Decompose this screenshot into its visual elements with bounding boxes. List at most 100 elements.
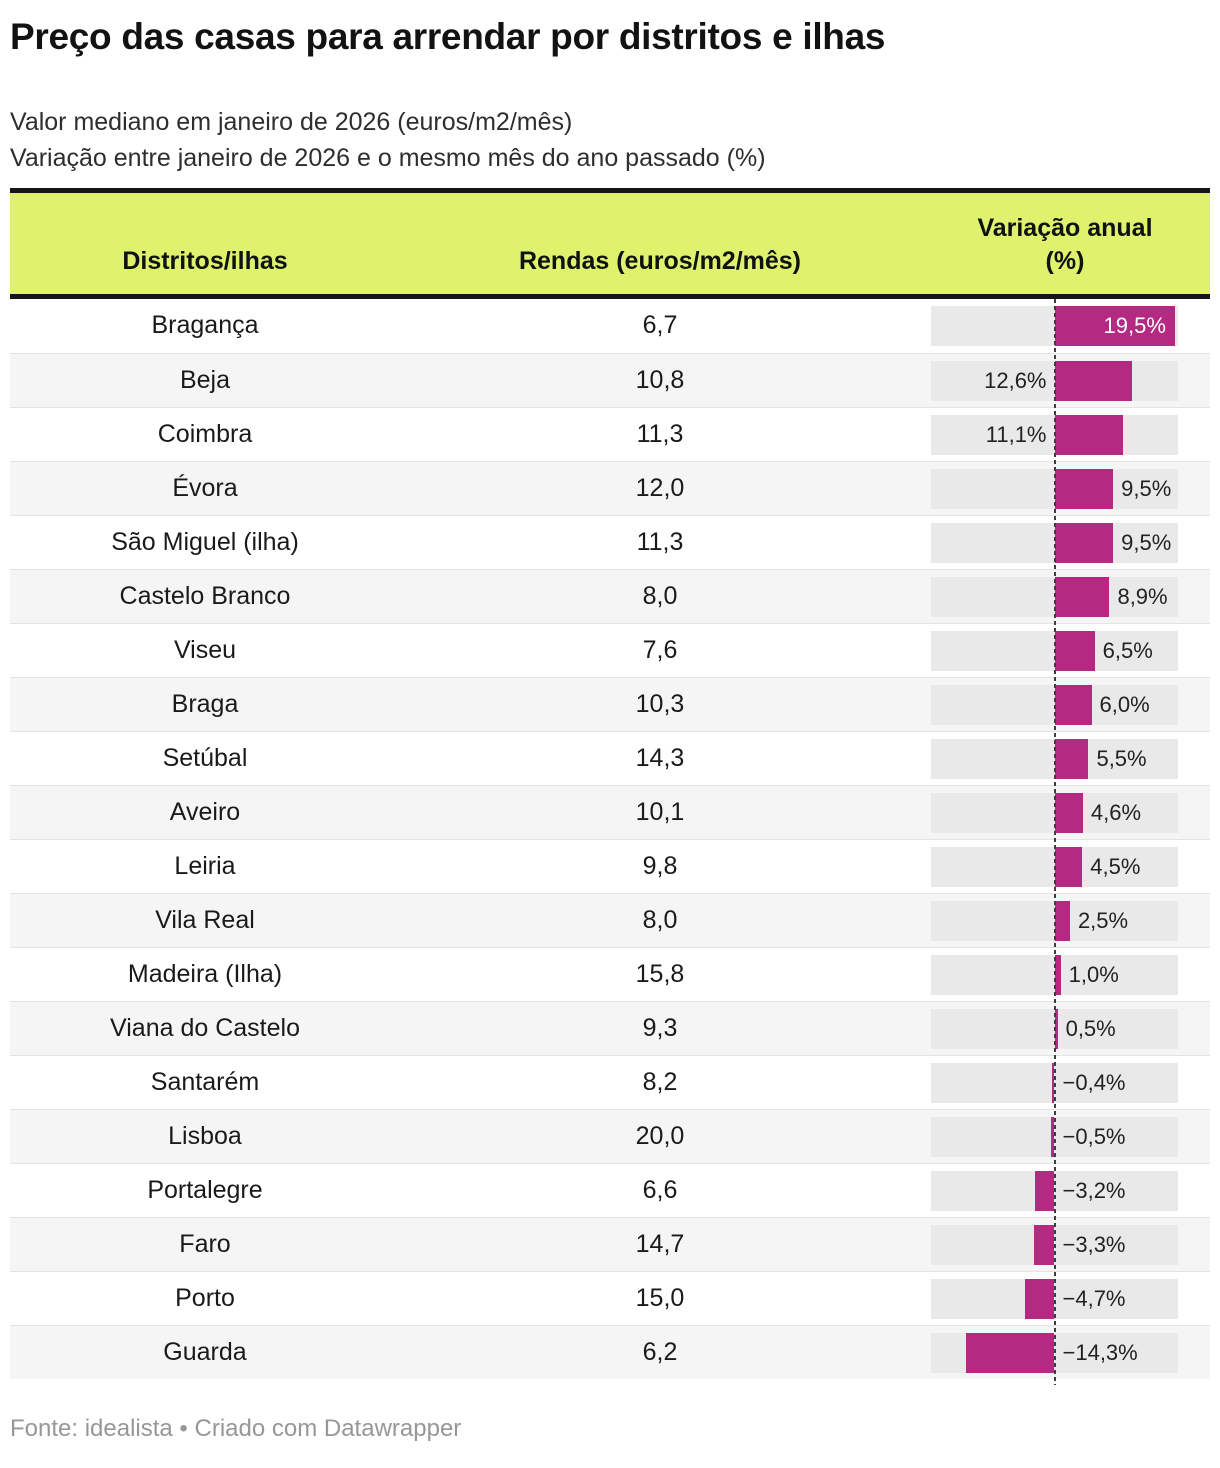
table-row: Viseu 7,6 6,5% — [10, 623, 1210, 677]
bar-track: 9,5% — [931, 523, 1178, 563]
district-name: Leiria — [174, 852, 236, 880]
table-row: Beja 10,8 12,6% — [10, 353, 1210, 407]
page-title: Preço das casas para arrendar por distri… — [10, 16, 886, 57]
table-row: São Miguel (ilha) 11,3 9,5% — [10, 515, 1210, 569]
variation-cell: −3,3% — [920, 1218, 1210, 1271]
bar-track: 12,6% — [931, 361, 1178, 401]
bar-track: −0,5% — [931, 1117, 1178, 1157]
variation-cell: 0,5% — [920, 1002, 1210, 1055]
variation-bar — [1054, 577, 1110, 617]
district-name: Santarém — [150, 1068, 260, 1096]
subtitle-line-2: Variação entre janeiro de 2026 e o mesmo… — [10, 144, 766, 172]
variation-bar — [1054, 631, 1095, 671]
district-name: Aveiro — [169, 798, 241, 826]
variation-cell: 11,1% — [920, 408, 1210, 461]
bar-track: −4,7% — [931, 1279, 1178, 1319]
variation-cell: 9,5% — [920, 462, 1210, 515]
variation-label: 4,5% — [1090, 854, 1141, 879]
table-row: Aveiro 10,1 4,6% — [10, 785, 1210, 839]
bar-track: 6,0% — [931, 685, 1178, 725]
table-row: Viana do Castelo 9,3 0,5% — [10, 1001, 1210, 1055]
district-name: Beja — [179, 366, 231, 394]
variation-label: 2,5% — [1077, 908, 1129, 933]
renda-value: 14,7 — [635, 1230, 685, 1258]
variation-cell: 6,5% — [920, 624, 1210, 677]
variation-bar — [1054, 685, 1092, 725]
variation-bar — [1054, 739, 1089, 779]
source-attribution: Fonte: idealista • Criado com Datawrappe… — [10, 1415, 462, 1442]
renda-value: 7,6 — [642, 636, 678, 664]
bar-track: 5,5% — [931, 739, 1178, 779]
renda-value: 20,0 — [635, 1122, 685, 1150]
bar-track: 6,5% — [931, 631, 1178, 671]
bar-track: −3,2% — [931, 1171, 1178, 1211]
bar-track: −14,3% — [931, 1333, 1178, 1373]
variation-cell: 6,0% — [920, 678, 1210, 731]
variation-label: 8,9% — [1117, 584, 1168, 609]
column-header-rendas: Rendas (euros/m2/mês) — [518, 247, 802, 275]
variation-cell: −4,7% — [920, 1272, 1210, 1325]
renda-value: 9,3 — [642, 1014, 678, 1042]
renda-value: 15,8 — [635, 960, 685, 988]
variation-label: −3,3% — [1062, 1232, 1126, 1257]
district-name: Castelo Branco — [119, 582, 291, 610]
variation-cell: 5,5% — [920, 732, 1210, 785]
variation-cell: −3,2% — [920, 1164, 1210, 1217]
variation-bar — [1051, 1117, 1055, 1157]
variation-cell: 19,5% — [920, 299, 1210, 353]
district-name: Viseu — [173, 636, 237, 664]
variation-label: 4,6% — [1090, 800, 1142, 825]
renda-value: 15,0 — [635, 1284, 685, 1312]
bar-track: −3,3% — [931, 1225, 1178, 1265]
bar-track: 2,5% — [931, 901, 1178, 941]
column-header-variacao-line1: Variação anual — [977, 214, 1153, 242]
table-row: Leiria 9,8 4,5% — [10, 839, 1210, 893]
district-name: Lisboa — [168, 1122, 242, 1150]
table-header-row: Distritos/ilhas Rendas (euros/m2/mês) Va… — [10, 188, 1210, 299]
district-name: Braga — [171, 690, 239, 718]
district-name: Guarda — [163, 1338, 247, 1366]
district-name: Vila Real — [155, 906, 255, 934]
district-name: São Miguel (ilha) — [111, 528, 299, 556]
variation-bar — [1054, 1009, 1058, 1049]
variation-label: −0,5% — [1062, 1124, 1126, 1149]
table-row: Porto 15,0 −4,7% — [10, 1271, 1210, 1325]
district-name: Madeira (Ilha) — [127, 960, 283, 988]
renda-value: 12,0 — [635, 474, 685, 502]
variation-label: 0,5% — [1065, 1016, 1116, 1041]
variation-label: −3,2% — [1062, 1178, 1126, 1203]
variation-bar — [1054, 955, 1061, 995]
district-name: Évora — [172, 474, 238, 502]
table-body: Bragança 6,7 19,5% Beja 10,8 12,6% Coimbra 11,3… — [10, 299, 1210, 1385]
variation-bar — [1052, 1063, 1055, 1103]
bar-track: −0,4% — [931, 1063, 1178, 1103]
table-row: Lisboa 20,0 −0,5% — [10, 1109, 1210, 1163]
renda-value: 8,0 — [642, 582, 678, 610]
table-row: Braga 10,3 6,0% — [10, 677, 1210, 731]
variation-bar — [1054, 901, 1070, 941]
renda-value: 10,3 — [635, 690, 685, 718]
chart-subtitle: Valor mediano em janeiro de 2026 (euros/… — [10, 104, 1210, 176]
bar-track: 9,5% — [931, 469, 1178, 509]
bar-track: 11,1% — [931, 415, 1178, 455]
renda-value: 8,2 — [642, 1068, 678, 1096]
variation-cell: 4,5% — [920, 840, 1210, 893]
district-name: Faro — [179, 1230, 231, 1258]
renda-value: 11,3 — [636, 420, 684, 448]
variation-cell: 1,0% — [920, 948, 1210, 1001]
table-row: Castelo Branco 8,0 8,9% — [10, 569, 1210, 623]
column-header-variacao-line2: (%) — [1045, 247, 1085, 275]
variation-label: −4,7% — [1062, 1286, 1126, 1311]
variation-label: 1,0% — [1068, 962, 1119, 987]
renda-value: 6,2 — [642, 1338, 678, 1366]
column-header-districts: Distritos/ilhas — [122, 247, 288, 275]
subtitle-line-1: Valor mediano em janeiro de 2026 (euros/… — [10, 108, 573, 136]
variation-bar — [1054, 306, 1175, 346]
renda-value: 6,7 — [642, 311, 678, 339]
variation-cell: −0,4% — [920, 1056, 1210, 1109]
renda-value: 11,3 — [636, 528, 684, 556]
bar-track: 19,5% — [931, 306, 1178, 346]
variation-bar — [1034, 1171, 1055, 1211]
column-header-variacao: Variação anual (%) — [920, 212, 1210, 294]
variation-cell: 2,5% — [920, 894, 1210, 947]
